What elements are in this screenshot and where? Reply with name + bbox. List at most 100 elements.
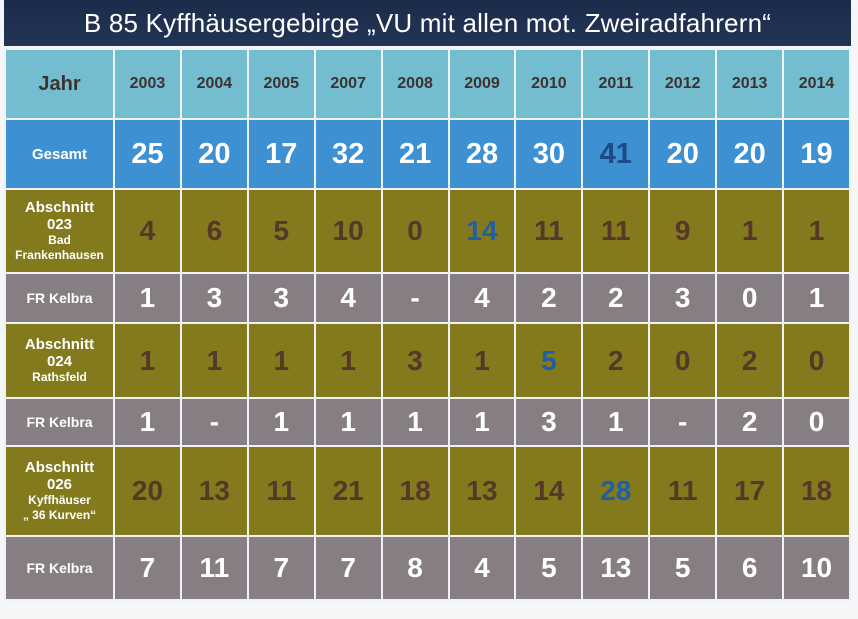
value-cell: - — [179, 397, 249, 447]
value-cell: 2 — [581, 322, 651, 399]
row-label: FR Kelbra — [4, 535, 115, 601]
value-cell: 13 — [581, 535, 651, 601]
row-label-sub: 026 — [46, 476, 73, 493]
header-row: Jahr 2003 2004 2005 2007 2008 2009 2010 … — [4, 48, 851, 120]
value-cell: 1 — [246, 322, 316, 399]
value-cell: 6 — [715, 535, 785, 601]
value-cell: 1 — [782, 272, 851, 324]
row-label-sub: „ 36 Kurven“ — [22, 508, 97, 522]
value-cell: 11 — [581, 188, 651, 274]
row-label-sub: Kyffhäuser — [28, 493, 91, 507]
value-cell: 41 — [581, 118, 651, 190]
value-cell: 8 — [380, 535, 450, 601]
year-cell: 2011 — [581, 48, 651, 120]
value-cell: 17 — [246, 118, 316, 190]
value-cell: 1 — [113, 272, 182, 324]
row-abschnitt-026: Abschnitt 026 Kyffhäuser „ 36 Kurven“ 20 13 11… — [4, 445, 851, 537]
value-cell: 0 — [380, 188, 450, 274]
row-label-sub: Rathsfeld — [32, 370, 87, 384]
page-title: B 85 Kyffhäusergebirge „VU mit allen mot… — [4, 0, 851, 46]
value-cell: 1 — [581, 397, 651, 447]
value-cell: 19 — [782, 118, 851, 190]
row-gesamt: Gesamt 25 20 17 32 21 28 30 41 20 20 19 — [4, 118, 851, 190]
value-cell: 3 — [514, 397, 584, 447]
value-cell: 7 — [113, 535, 182, 601]
row-label-sub: Frankenhausen — [15, 248, 104, 262]
value-cell: 14 — [514, 445, 584, 537]
value-cell: 0 — [782, 322, 851, 399]
value-cell: 0 — [648, 322, 718, 399]
value-cell: 7 — [246, 535, 316, 601]
value-cell: 2 — [715, 397, 785, 447]
row-abschnitt-023: Abschnitt 023 Bad Frankenhausen 4 6 5 10 0 14 11 11… — [4, 188, 851, 274]
value-cell: 1 — [179, 322, 249, 399]
value-cell: 20 — [715, 118, 785, 190]
value-cell: 13 — [179, 445, 249, 537]
year-cell: 2008 — [380, 48, 450, 120]
accident-table: Jahr 2003 2004 2005 2007 2008 2009 2010 … — [4, 48, 851, 601]
year-cell: 2010 — [514, 48, 584, 120]
value-cell: 5 — [514, 535, 584, 601]
value-cell: 11 — [514, 188, 584, 274]
value-cell: 7 — [313, 535, 383, 601]
value-cell: 9 — [648, 188, 718, 274]
row-label: Abschnitt 024 Rathsfeld — [4, 322, 115, 399]
row-label-text: FR Kelbra — [26, 290, 93, 306]
header-label: Jahr — [4, 48, 115, 120]
value-cell: 10 — [313, 188, 383, 274]
value-cell: 32 — [313, 118, 383, 190]
value-cell: 14 — [447, 188, 517, 274]
value-cell: 11 — [648, 445, 718, 537]
value-cell: 1 — [380, 397, 450, 447]
row-label: Abschnitt 026 Kyffhäuser „ 36 Kurven“ — [4, 445, 115, 537]
year-cell: 2007 — [313, 48, 383, 120]
value-cell: 1 — [246, 397, 316, 447]
value-cell: 1 — [715, 188, 785, 274]
value-cell: 1 — [313, 397, 383, 447]
row-label-text: Abschnitt — [24, 459, 95, 476]
value-cell: 20 — [648, 118, 718, 190]
row-label-sub: 023 — [46, 216, 73, 233]
row-label-text: FR Kelbra — [26, 414, 93, 430]
value-cell: 21 — [313, 445, 383, 537]
year-cell: 2012 — [648, 48, 718, 120]
row-label: Abschnitt 023 Bad Frankenhausen — [4, 188, 115, 274]
value-cell: 1 — [782, 188, 851, 274]
value-cell: 20 — [179, 118, 249, 190]
value-cell: - — [380, 272, 450, 324]
value-cell: 0 — [782, 397, 851, 447]
row-label-text: FR Kelbra — [26, 560, 93, 576]
value-cell: 18 — [782, 445, 851, 537]
value-cell: 1 — [113, 397, 182, 447]
value-cell: 1 — [447, 397, 517, 447]
value-cell: 3 — [648, 272, 718, 324]
row-label: FR Kelbra — [4, 272, 115, 324]
row-label-text: Gesamt — [31, 145, 88, 163]
value-cell: 13 — [447, 445, 517, 537]
value-cell: 4 — [447, 535, 517, 601]
value-cell: 1 — [313, 322, 383, 399]
value-cell: 28 — [447, 118, 517, 190]
row-abschnitt-024: Abschnitt 024 Rathsfeld 1 1 1 1 3 1 5 2 0 2 0 — [4, 322, 851, 399]
value-cell: 5 — [514, 322, 584, 399]
value-cell: 2 — [514, 272, 584, 324]
row-label-text: Abschnitt — [24, 199, 95, 216]
value-cell: 30 — [514, 118, 584, 190]
year-cell: 2005 — [246, 48, 316, 120]
row-fr-kelbra-2: FR Kelbra 1-1 1 1 1 3 1-2 0 — [4, 397, 851, 447]
value-cell: 4 — [113, 188, 182, 274]
value-cell: 20 — [113, 445, 182, 537]
value-cell: 4 — [447, 272, 517, 324]
value-cell: 18 — [380, 445, 450, 537]
year-cell: 2014 — [782, 48, 851, 120]
value-cell: 0 — [715, 272, 785, 324]
value-cell: - — [648, 397, 718, 447]
value-cell: 11 — [179, 535, 249, 601]
value-cell: 4 — [313, 272, 383, 324]
row-label: Gesamt — [4, 118, 115, 190]
value-cell: 5 — [246, 188, 316, 274]
value-cell: 5 — [648, 535, 718, 601]
value-cell: 3 — [246, 272, 316, 324]
row-fr-kelbra-3: FR Kelbra 7 11 7 7 8 4 5 13 5 6 10 — [4, 535, 851, 601]
year-cell: 2003 — [113, 48, 182, 120]
